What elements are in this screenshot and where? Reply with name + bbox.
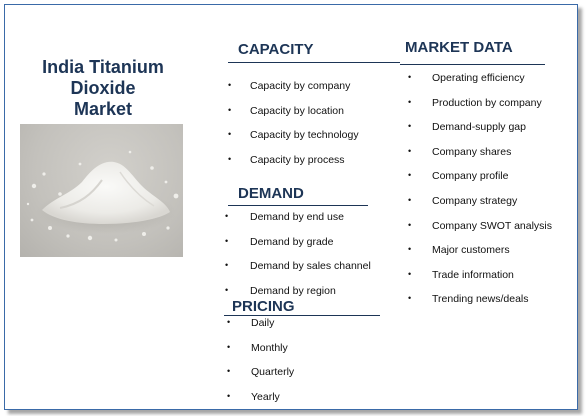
list-item: Capacity by technology xyxy=(228,129,359,154)
list-item: Demand by end use xyxy=(225,211,371,236)
list-item: Yearly xyxy=(227,391,294,416)
market-data-divider xyxy=(400,64,545,65)
list-item: Company SWOT analysis xyxy=(408,220,552,245)
list-item: Capacity by company xyxy=(228,80,359,105)
list-item: Production by company xyxy=(408,97,552,122)
list-item: Demand-supply gap xyxy=(408,121,552,146)
demand-list: Demand by end use Demand by grade Demand… xyxy=(225,211,371,310)
list-item: Monthly xyxy=(227,342,294,367)
list-item: Trending news/deals xyxy=(408,293,552,318)
market-data-list: Operating efficiency Production by compa… xyxy=(408,72,552,318)
powder-pile-icon xyxy=(26,150,179,242)
capacity-list: Capacity by company Capacity by location… xyxy=(228,80,359,178)
list-item: Demand by grade xyxy=(225,236,371,261)
list-item: Daily xyxy=(227,317,294,342)
titanium-dioxide-powder-photo xyxy=(20,124,183,257)
list-item: Company profile xyxy=(408,170,552,195)
pricing-divider xyxy=(224,315,380,316)
pricing-heading: PRICING xyxy=(232,298,295,315)
list-item: Trade information xyxy=(408,269,552,294)
market-data-heading: MARKET DATA xyxy=(405,39,513,56)
demand-heading: DEMAND xyxy=(238,185,304,202)
list-item: Operating efficiency xyxy=(408,72,552,97)
list-item: Demand by region xyxy=(225,285,371,310)
list-item: Capacity by location xyxy=(228,105,359,130)
list-item: Company shares xyxy=(408,146,552,171)
capacity-divider xyxy=(228,62,400,63)
title-line-3: Market xyxy=(73,99,133,119)
page-title: India Titanium Dioxide Market xyxy=(22,57,184,120)
list-item: Major customers xyxy=(408,244,552,269)
list-item: Demand by sales channel xyxy=(225,260,371,285)
title-line-2: Dioxide xyxy=(70,78,136,98)
list-item: Capacity by process xyxy=(228,154,359,179)
list-item: Quarterly xyxy=(227,366,294,391)
demand-divider xyxy=(228,205,368,206)
title-line-1: India Titanium xyxy=(42,57,164,77)
pricing-list: Daily Monthly Quarterly Yearly xyxy=(227,317,294,415)
capacity-heading: CAPACITY xyxy=(238,41,314,58)
list-item: Company strategy xyxy=(408,195,552,220)
